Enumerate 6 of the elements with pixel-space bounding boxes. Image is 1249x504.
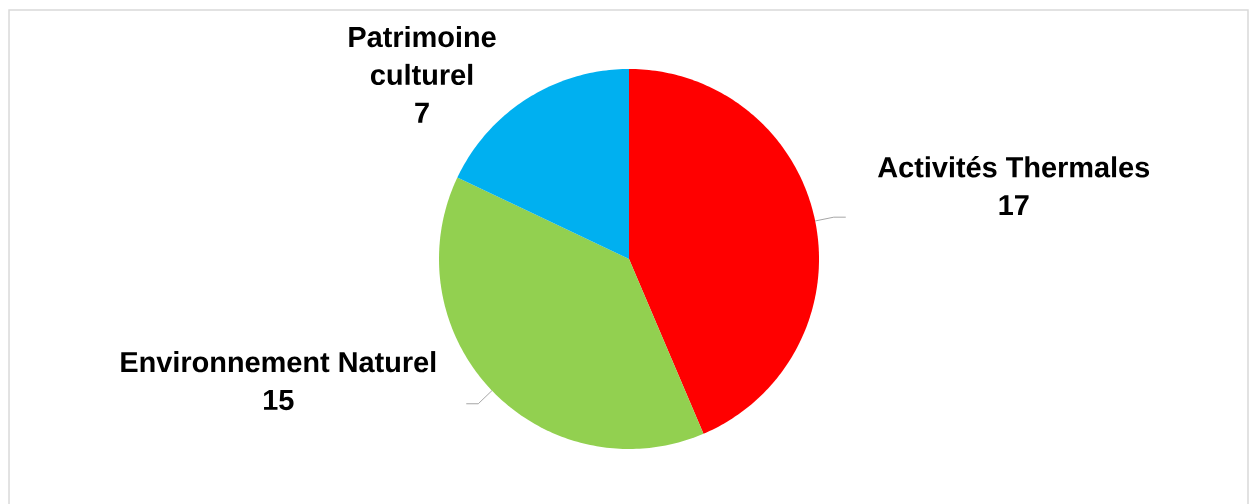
data-label: 17 xyxy=(999,195,1029,216)
data-label: 7 xyxy=(415,102,429,123)
data-label: 15 xyxy=(264,389,294,411)
slice-label: Patrimoine culturel xyxy=(349,25,496,86)
slice-label: Environnement Naturel xyxy=(121,351,436,373)
slice-label: Activités Thermales xyxy=(878,156,1150,178)
